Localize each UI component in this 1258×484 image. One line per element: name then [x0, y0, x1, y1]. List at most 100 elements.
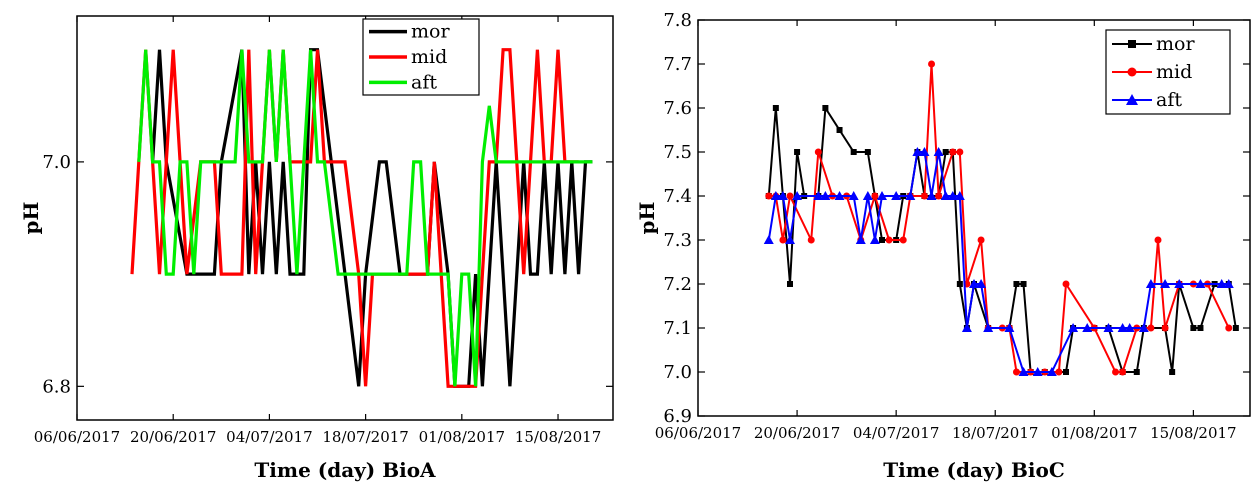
x-axis-title: Time (day) BioA — [254, 458, 436, 482]
data-point-aft — [976, 279, 987, 288]
data-point-mid — [885, 236, 893, 244]
data-point-aft — [912, 147, 923, 156]
data-point-aft — [1223, 279, 1234, 288]
data-point-mor — [1197, 325, 1204, 331]
x-axis-title: Time (day) BioC — [883, 458, 1065, 482]
data-point-aft — [877, 191, 887, 200]
data-point-aft — [763, 235, 774, 244]
data-point-aft — [820, 191, 831, 200]
data-point-aft — [1018, 367, 1029, 376]
data-point-mor — [1133, 369, 1140, 375]
data-point-aft — [1124, 323, 1135, 332]
x-tick-label: 20/06/2017 — [130, 428, 216, 446]
data-point-aft — [954, 191, 965, 200]
x-tick-label: 15/08/2017 — [515, 428, 601, 446]
series-line-mid — [130, 48, 579, 388]
data-point-aft — [1195, 279, 1206, 288]
data-point-aft — [792, 191, 803, 200]
data-point-mor — [772, 105, 779, 111]
data-point-mor — [1232, 325, 1239, 331]
data-point-aft — [1138, 323, 1149, 332]
data-point-mor — [879, 237, 885, 243]
y-tick-label: 7.0 — [663, 362, 692, 383]
data-point-aft — [1032, 367, 1043, 376]
y-axis-title: pH — [19, 202, 43, 235]
legend-label-mid: mid — [411, 46, 447, 68]
data-point-aft — [862, 191, 873, 200]
legend-label-mid: mid — [1156, 61, 1192, 83]
data-point-mid — [1161, 324, 1169, 332]
data-point-mid — [1055, 368, 1063, 376]
data-point-mid — [779, 236, 787, 244]
data-point-mid — [871, 192, 879, 200]
y-tick-label: 7.4 — [663, 186, 692, 207]
data-point-aft — [869, 235, 880, 244]
data-point-mid — [935, 192, 943, 200]
x-tick-label: 15/08/2017 — [1150, 424, 1236, 442]
plot-frame — [76, 15, 614, 421]
chart-bioc: 06/06/2017 20/06/2017 04/07/2017 18/07/2017… — [635, 10, 1251, 482]
legend-marker-aft — [1126, 94, 1138, 105]
data-point-mid — [1112, 368, 1120, 376]
data-point-mor — [1020, 281, 1027, 287]
data-point-mid — [1225, 324, 1233, 332]
data-point-mid — [1012, 368, 1020, 376]
data-point-mid — [928, 60, 936, 68]
data-point-mor — [864, 149, 871, 155]
data-point-aft — [1145, 279, 1156, 288]
data-point-mid — [920, 192, 928, 200]
data-point-mor — [1063, 369, 1069, 375]
y-tick-label: 7.5 — [663, 142, 692, 163]
data-point-aft — [947, 191, 958, 200]
data-point-mid — [765, 192, 773, 200]
data-point-mid — [786, 192, 794, 200]
data-point-mor — [1013, 281, 1020, 287]
y-tick-label: 7.1 — [663, 318, 692, 339]
x-tick-label: 04/07/2017 — [226, 428, 312, 446]
data-point-aft — [855, 235, 866, 244]
data-point-aft — [926, 191, 937, 200]
data-point-aft — [891, 191, 902, 200]
data-point-mid — [1119, 368, 1127, 376]
chart-bioa: 06/06/2017 20/06/2017 04/07/2017 18/07/2017… — [19, 15, 614, 482]
data-point-aft — [848, 191, 859, 200]
data-point-aft — [770, 191, 781, 200]
x-tick-label: 01/08/2017 — [1051, 424, 1137, 442]
data-point-aft — [919, 147, 930, 156]
data-point-mor — [850, 149, 857, 155]
data-point-mor — [794, 149, 801, 155]
data-point-mid — [977, 236, 985, 244]
x-tick-label: 06/06/2017 — [655, 424, 741, 442]
data-point-mid — [949, 148, 957, 156]
y-tick-label: 7.0 — [42, 152, 71, 173]
data-point-aft — [983, 323, 994, 332]
x-tick-label: 18/07/2017 — [322, 428, 408, 446]
y-tick-label: 7.6 — [663, 98, 692, 119]
x-tick-label: 01/08/2017 — [419, 428, 505, 446]
legend-label-mor: mor — [1156, 33, 1195, 55]
data-point-mid — [1154, 236, 1162, 244]
plot-frame — [697, 19, 1251, 417]
data-point-mor — [956, 281, 963, 287]
data-point-aft — [1082, 323, 1093, 332]
legend-label-aft: aft — [411, 71, 437, 93]
data-point-aft — [1160, 279, 1171, 288]
data-point-mid — [814, 148, 822, 156]
data-point-mor — [1190, 325, 1197, 331]
y-tick-label: 6.8 — [42, 376, 71, 397]
y-tick-label: 7.8 — [663, 10, 692, 31]
y-axis-title: pH — [635, 202, 659, 235]
data-point-aft — [1046, 367, 1057, 376]
series-line-mor — [767, 104, 1237, 373]
data-point-aft — [813, 191, 824, 200]
legend-marker-mid — [1127, 67, 1137, 77]
data-point-aft — [905, 191, 916, 200]
data-point-aft — [777, 191, 788, 200]
data-point-aft — [940, 191, 951, 200]
data-point-aft — [933, 147, 944, 156]
legend-label-mor: mor — [411, 21, 450, 43]
x-tick-label: 06/06/2017 — [34, 428, 120, 446]
x-tick-label: 04/07/2017 — [853, 424, 939, 442]
y-tick-label: 7.7 — [663, 54, 692, 75]
y-tick-label: 6.9 — [663, 406, 692, 427]
